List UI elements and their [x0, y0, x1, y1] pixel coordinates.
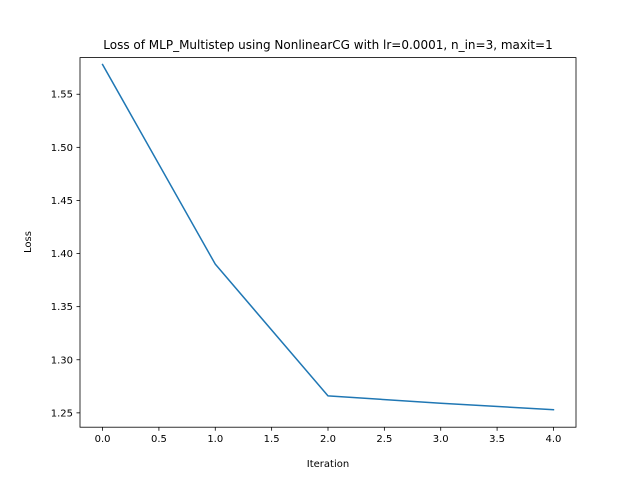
- x-axis-label: Iteration: [307, 459, 349, 470]
- y-tick-label: 1.55: [51, 90, 73, 101]
- x-tick-label: 3.5: [489, 434, 505, 445]
- loss-series-line: [101, 63, 555, 411]
- y-tick-label: 1.45: [51, 196, 73, 207]
- x-tick-label: 0.5: [151, 434, 167, 445]
- x-tick-label: 4.0: [546, 434, 562, 445]
- y-axis-label: Loss: [23, 231, 34, 253]
- y-tick-label: 1.50: [51, 143, 73, 154]
- series-layer: [101, 63, 555, 411]
- x-tick-label: 0.0: [95, 434, 111, 445]
- x-axis-ticks: 0.0 0.5 1.0 1.5 2.0 2.5 3.0 3.5 4.0: [95, 427, 562, 445]
- x-tick-label: 2.5: [376, 434, 392, 445]
- plot-area: [80, 57, 576, 428]
- y-tick-label: 1.35: [51, 302, 73, 313]
- chart-title: Loss of MLP_Multistep using NonlinearCG …: [103, 38, 552, 52]
- y-axis-ticks: 1.25 1.30 1.35 1.40 1.45 1.50 1.55: [51, 90, 80, 419]
- x-tick-label: 3.0: [433, 434, 449, 445]
- plot-frame: [79, 57, 577, 428]
- y-tick-label: 1.30: [51, 355, 73, 366]
- y-tick-label: 1.25: [51, 408, 73, 419]
- x-tick-label: 1.0: [207, 434, 223, 445]
- x-tick-label: 2.0: [320, 434, 336, 445]
- x-tick-label: 1.5: [264, 434, 280, 445]
- y-tick-label: 1.40: [51, 249, 73, 260]
